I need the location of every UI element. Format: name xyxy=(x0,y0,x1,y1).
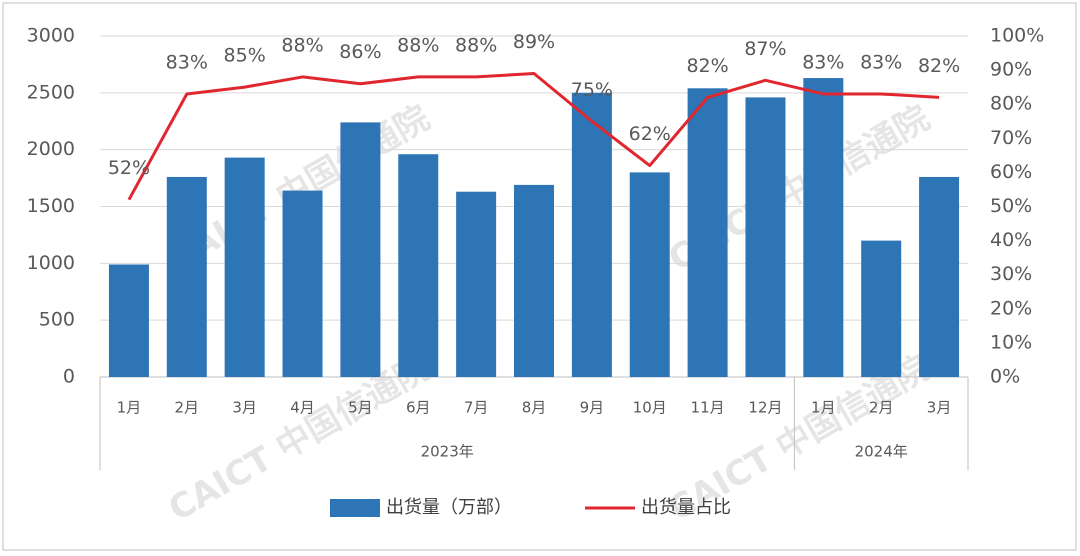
x-tick-label: 3月 xyxy=(232,399,257,417)
bar xyxy=(224,157,265,377)
data-label: 85% xyxy=(224,45,266,67)
y2-tick-label: 20% xyxy=(990,297,1032,319)
group-label: 2023年 xyxy=(421,443,474,461)
bar xyxy=(861,240,902,377)
bar xyxy=(108,264,149,377)
data-label: 89% xyxy=(513,31,555,53)
data-label: 83% xyxy=(166,51,208,73)
line xyxy=(127,72,940,201)
x-tick-label: 12月 xyxy=(748,399,782,417)
bar xyxy=(687,88,728,377)
bar xyxy=(456,191,497,377)
x-tick-label: 1月 xyxy=(811,399,836,417)
y2-tick-label: 30% xyxy=(990,263,1032,285)
y2-tick-label: 50% xyxy=(990,195,1032,217)
x-tick-label: 1月 xyxy=(117,399,142,417)
x-tick-label: 10月 xyxy=(633,399,667,417)
legend-label: 出货量（万部） xyxy=(386,497,512,518)
legend-swatch xyxy=(330,499,380,517)
y2-tick-label: 90% xyxy=(990,59,1032,81)
group-label: 2024年 xyxy=(855,443,908,461)
x-tick-label: 2月 xyxy=(869,399,894,417)
x-tick-label: 8月 xyxy=(522,399,547,417)
x-tick-label: 3月 xyxy=(927,399,952,417)
bar xyxy=(398,154,439,377)
y2-tick-label: 40% xyxy=(990,229,1032,251)
data-label: 88% xyxy=(455,34,497,56)
bar xyxy=(340,122,381,378)
data-label: 52% xyxy=(108,157,150,179)
x-tick-label: 5月 xyxy=(348,399,373,417)
data-label: 82% xyxy=(686,55,728,77)
y-tick-label: 1500 xyxy=(27,195,75,217)
data-label: 62% xyxy=(629,123,671,145)
data-label: 87% xyxy=(744,38,786,60)
y2-tick-label: 70% xyxy=(990,127,1032,149)
y-tick-label: 0 xyxy=(63,366,75,388)
x-tick-label: 4月 xyxy=(290,399,315,417)
data-label: 88% xyxy=(397,34,439,56)
y2-tick-label: 80% xyxy=(990,93,1032,115)
bar xyxy=(803,78,844,377)
y2-tick-label: 60% xyxy=(990,161,1032,183)
bar xyxy=(282,190,323,377)
y-tick-label: 2000 xyxy=(27,138,75,160)
data-label: 75% xyxy=(571,79,613,101)
x-tick-label: 7月 xyxy=(464,399,489,417)
data-label: 88% xyxy=(281,34,323,56)
bar xyxy=(629,172,670,377)
data-label: 86% xyxy=(339,41,381,63)
y-tick-label: 2500 xyxy=(27,81,75,103)
bar xyxy=(166,176,207,377)
bar xyxy=(919,176,960,377)
bar xyxy=(571,92,612,377)
x-tick-label: 2月 xyxy=(175,399,200,417)
y-tick-label: 500 xyxy=(39,309,75,331)
y2-tick-label: 0% xyxy=(990,366,1020,388)
legend-label: 出货量占比 xyxy=(641,497,731,518)
y2-tick-label: 10% xyxy=(990,331,1032,353)
data-label: 83% xyxy=(802,51,844,73)
data-label: 83% xyxy=(860,51,902,73)
y-tick-label: 1000 xyxy=(27,252,75,274)
x-tick-label: 11月 xyxy=(691,399,725,417)
bar xyxy=(745,97,786,377)
x-tick-label: 6月 xyxy=(406,399,431,417)
x-tick-label: 9月 xyxy=(580,399,605,417)
data-label: 82% xyxy=(918,55,960,77)
y-tick-label: 3000 xyxy=(27,25,75,47)
bar xyxy=(514,184,554,377)
y2-tick-label: 100% xyxy=(990,25,1044,47)
